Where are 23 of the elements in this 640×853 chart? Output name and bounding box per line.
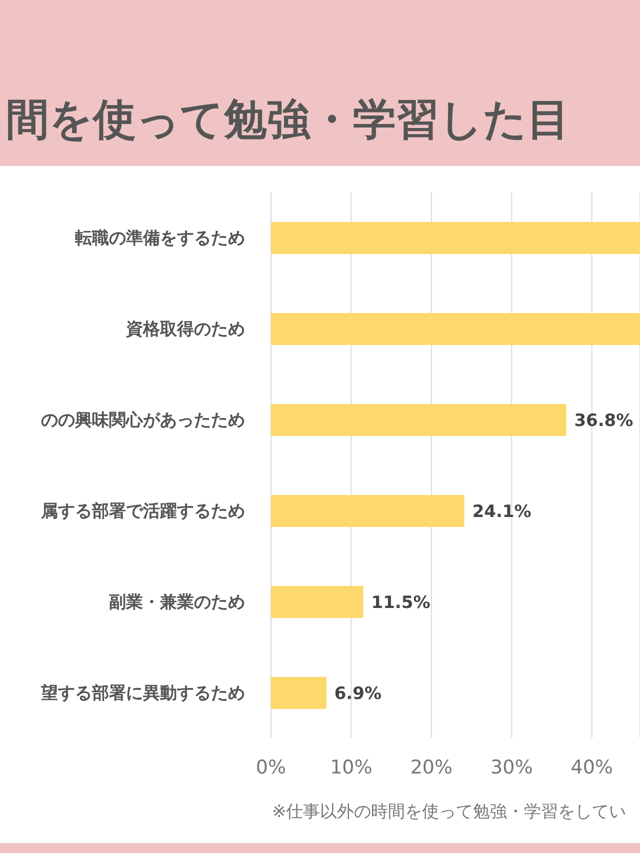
- x-tick-label: 20%: [410, 756, 453, 778]
- text: ※仕事以外の時間を使って勉強・学習をしてい: [272, 801, 626, 823]
- data-label: 24.1%: [472, 502, 532, 522]
- data-label: 11.5%: [371, 593, 430, 614]
- data-label: 36.8%: [574, 411, 634, 432]
- y-tick-label: 副業・兼業のため: [109, 592, 245, 613]
- bar: [271, 677, 326, 709]
- y-tick-label: のの興味関心があったため: [41, 410, 245, 431]
- bar: [271, 222, 640, 254]
- y-tick-label: 資格取得のため: [125, 320, 245, 340]
- bar: [271, 495, 464, 527]
- bar: [271, 586, 364, 618]
- x-tick-label: 40%: [570, 756, 613, 778]
- bar: [271, 313, 640, 345]
- y-tick-label: 属する部署で活躍するため: [40, 502, 245, 522]
- x-tick-label: 0%: [256, 756, 286, 778]
- y-tick-label: 転職の準備をするため: [74, 228, 245, 249]
- chart-title: 間を使って勉強・学習した目: [6, 94, 570, 147]
- x-tick-label: 30%: [490, 756, 533, 778]
- y-tick-label: 望する部署に異動するため: [40, 684, 245, 704]
- data-label: 6.9%: [334, 684, 382, 704]
- bar: [271, 404, 566, 436]
- x-tick-label: 10%: [330, 756, 372, 778]
